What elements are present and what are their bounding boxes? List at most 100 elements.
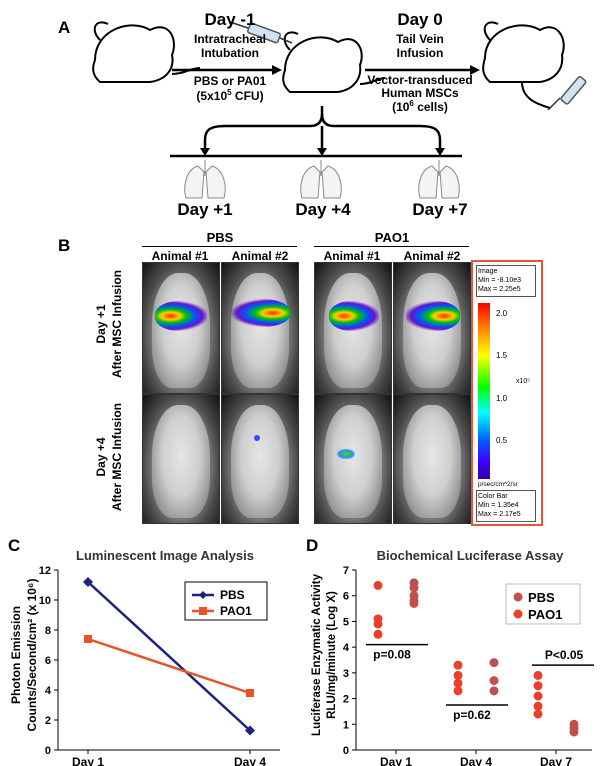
mouse-icon [482,21,565,109]
y-tick-label: 1 [343,719,349,731]
data-point [453,678,463,688]
color-scale [478,303,490,479]
colorbar-tick: 2.0 [496,309,508,318]
series-line-pao1 [87,637,251,695]
p-value-annotation: p=0.08 [373,648,411,662]
y-tick-label: 3 [343,668,349,680]
data-point [533,709,543,719]
panel-c-label: C [8,536,21,555]
legend-marker [513,609,523,619]
legend-label: PAO1 [528,607,562,622]
y-tick-label: 5 [343,616,349,628]
mouse-icon [282,31,386,93]
y-tick-label: 0 [45,745,51,757]
legend-label: PAO1 [220,604,252,618]
legend-box [184,581,268,621]
colorbar-unit: p/sec/cm^2/sr [478,481,518,488]
data-point [84,635,92,643]
y-tick-label: 8 [45,625,51,637]
day-minus1-dose: (5x105 CFU) [196,88,264,103]
bioluminescence-image [221,394,299,524]
panel-d-label: D [306,536,319,555]
p-value-annotation: P<0.05 [545,648,584,662]
y-tick-label: 0 [343,745,349,757]
y-axis-label: Photon Emission [9,606,23,704]
bioluminescence-image [393,262,471,394]
luciferase-scatter-chart: Biochemical Luciferase Assay Luciferase … [311,548,594,766]
syringe-icon [547,76,587,111]
legend: PBS PAO1 [505,583,581,625]
timepoint-day1: Day +1 [177,200,233,219]
y-axis-label: RLU/mg/minute (Log X) [326,591,338,719]
series-line-pbs [87,581,251,732]
p-value-annotation: p=0.62 [453,708,491,722]
data-point [569,727,579,737]
chart-title: Biochemical Luciferase Assay [377,548,564,563]
animal-label: Animal #2 [231,249,289,263]
image-range-box: Image Min = -8.10e3 Max = 2.25e5 [476,265,536,297]
data-point [533,691,543,701]
legend-marker [513,592,523,602]
row1-label-infusion: After MSC Infusion [110,270,124,378]
data-point [409,591,419,601]
y-tick-label: 2 [343,694,349,706]
y-tick-label: 12 [39,565,51,577]
colorbar-multiplier: x10⁵ [516,378,531,385]
colorbar-tick: 1.5 [496,351,508,360]
x-tick-label: Day 1 [72,755,104,766]
day0-dose: (106 cells) [392,99,448,114]
data-point [489,658,499,668]
y-axis-label: Luciferase Enzymatic Activity [311,573,323,736]
data-point [245,725,255,736]
y-tick-label: 4 [45,685,52,697]
panel-b-label: B [58,236,71,255]
luminescence-line-chart: Luminescent Image Analysis Photon Emissi… [9,548,280,766]
group-label-pbs: PBS [206,230,234,245]
data-point [533,681,543,691]
data-point [409,578,419,588]
day-minus1-procedure-line1: Intratracheal [193,32,267,46]
data-point [533,701,543,711]
y-tick-label: 10 [39,595,51,607]
animal-label: Animal #1 [151,249,209,263]
data-point [533,670,543,680]
row2-label-infusion: After MSC Infusion [110,403,124,511]
y-tick-label: 7 [343,565,349,577]
legend-label: PBS [220,588,245,602]
bioluminescence-image [393,394,471,524]
animal-label: Animal #2 [403,249,461,263]
day0-treatment-line1: Vector-transduced [367,73,473,87]
group-label-pao1: PAO1 [374,230,410,245]
y-tick-label: 2 [45,715,51,727]
data-point [453,660,463,670]
syringe-icon [229,21,293,44]
legend: PBS PAO1 [184,581,268,621]
group-divider [142,246,297,247]
data-point [453,670,463,680]
data-point [373,619,383,629]
colorbar-tick: 1.0 [496,394,508,403]
day-minus1-procedure-line2: Intubation [201,46,259,60]
y-tick-label: 6 [343,591,349,603]
chart-title: Luminescent Image Analysis [76,548,254,563]
row1-label-day: Day +1 [94,304,108,344]
bioluminescence-image [142,262,220,394]
day0-procedure-line1: Tail Vein [396,32,444,46]
legend-marker [199,607,207,615]
y-tick-label: 6 [45,655,51,667]
colorbar-range-box: Color Bar Min = 1.35e4 Max = 2.17e5 [476,490,536,522]
bioluminescence-image [314,394,392,524]
bioluminescence-image [314,262,392,394]
data-point [489,676,499,686]
data-point [373,629,383,639]
animal-label: Animal #1 [323,249,381,263]
day-minus1-title: Day -1 [204,10,256,29]
legend-label: PBS [528,590,555,605]
day0-title: Day 0 [397,10,443,29]
panel-a-label: A [58,18,71,37]
legend-marker [199,591,207,599]
x-tick-label: Day 1 [380,755,412,766]
lungs-icon [418,160,460,199]
data-point [246,689,254,697]
data-point [409,598,419,608]
